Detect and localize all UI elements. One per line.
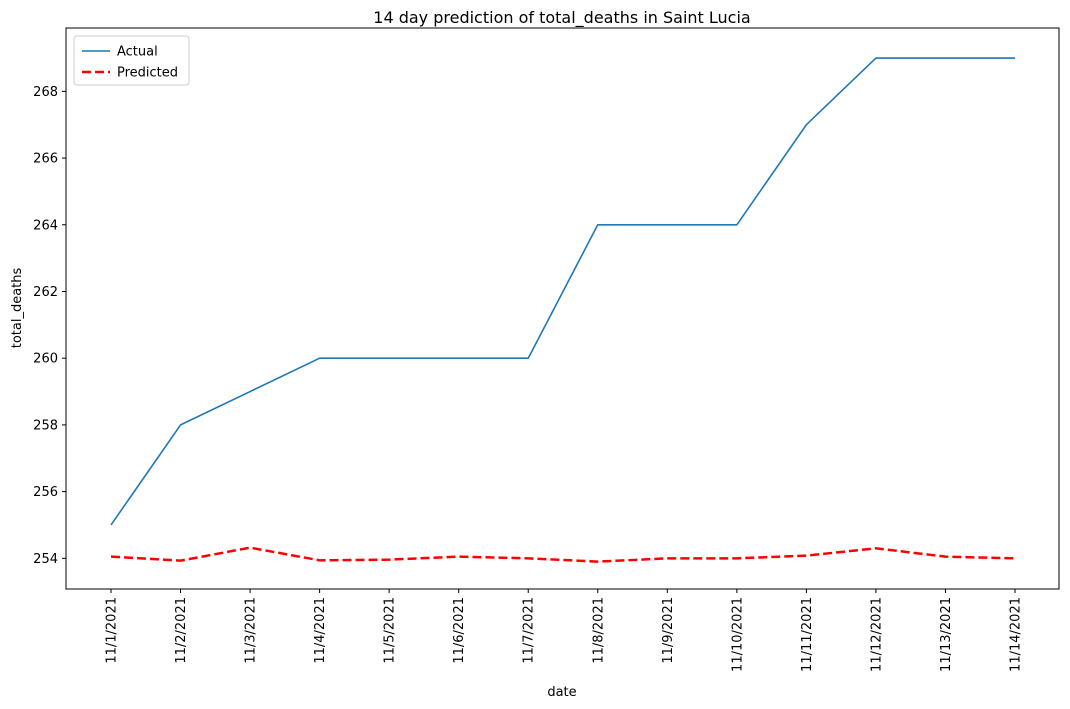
- x-axis: 11/1/2021 11/2/2021 11/3/2021 11/4/2021 11/5…: [105, 589, 1024, 672]
- y-tick-label: 262: [33, 285, 58, 300]
- x-tick-label: 11/11/2021: [800, 597, 815, 672]
- legend: Actual Predicted: [73, 35, 190, 86]
- x-tick-label: 11/4/2021: [313, 597, 328, 664]
- y-tick-label: 268: [33, 85, 58, 100]
- x-tick-label: 11/12/2021: [869, 597, 884, 672]
- x-tick-label: 11/9/2021: [661, 597, 676, 664]
- x-tick-label: 11/3/2021: [244, 597, 259, 664]
- y-axis-label: total_deaths: [10, 268, 25, 349]
- y-tick-label: 260: [33, 352, 58, 367]
- x-axis-label: date: [547, 685, 576, 700]
- legend-label-predicted: Predicted: [117, 66, 178, 81]
- y-tick-label: 254: [33, 552, 58, 567]
- y-tick-label: 256: [33, 485, 58, 500]
- y-tick-label: 264: [33, 218, 58, 233]
- y-axis: 254 256 258 260 262 264 266 268: [33, 85, 66, 567]
- x-tick-label: 11/2/2021: [174, 597, 189, 664]
- x-tick-label: 11/14/2021: [1009, 597, 1024, 672]
- legend-label-actual: Actual: [117, 45, 158, 60]
- x-tick-label: 11/1/2021: [105, 597, 120, 664]
- y-tick-label: 266: [33, 152, 58, 167]
- series-line-actual: [110, 57, 1015, 526]
- x-tick-label: 11/5/2021: [383, 597, 398, 664]
- x-tick-label: 11/8/2021: [591, 597, 606, 664]
- x-tick-label: 11/6/2021: [452, 597, 467, 664]
- x-tick-label: 11/10/2021: [730, 597, 745, 672]
- plot-area: [65, 27, 1060, 590]
- x-tick-label: 11/7/2021: [522, 597, 537, 664]
- series-layer: [110, 57, 1016, 563]
- series-line-predicted: [110, 546, 1016, 563]
- x-tick-label: 11/13/2021: [939, 597, 954, 672]
- y-tick-label: 258: [33, 418, 58, 433]
- chart-title: 14 day prediction of total_deaths in Sai…: [373, 8, 750, 28]
